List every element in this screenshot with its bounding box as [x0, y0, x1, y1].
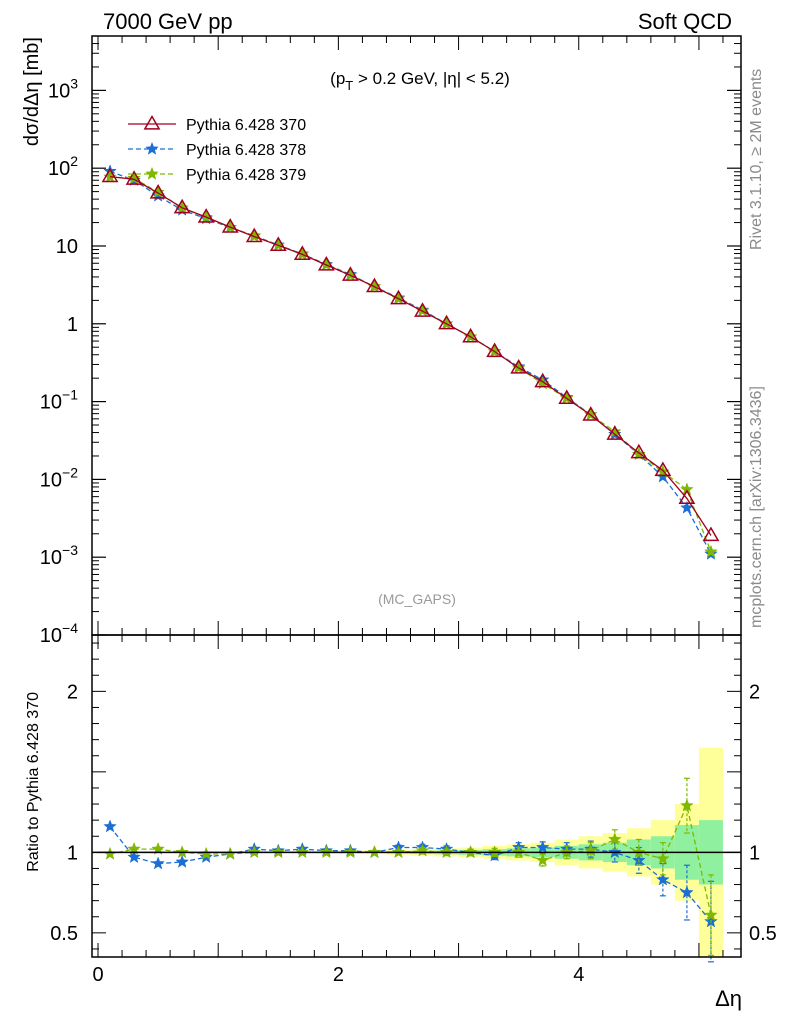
- ratio-ytick-label: 2: [67, 681, 78, 703]
- main-series-point: [462, 327, 480, 343]
- ratio-xlabel: Δη: [715, 986, 742, 1011]
- ratio-ytick-label: 0.5: [50, 923, 78, 945]
- ratio-series-line: [109, 803, 712, 916]
- main-series-point: [702, 526, 720, 542]
- main-series-point: [317, 255, 335, 271]
- main-ytick-label: 10−3: [40, 542, 78, 569]
- ratio-series-point: [175, 854, 189, 868]
- main-ytick-label: 10−2: [40, 464, 78, 491]
- ratio-series-point: [583, 843, 598, 857]
- main-series-point: [704, 544, 718, 558]
- ratio-series-point: [680, 798, 694, 812]
- main-ytick-label: 103: [48, 75, 78, 102]
- ratio-series-point: [656, 872, 670, 886]
- ratio-series-point: [127, 849, 141, 864]
- main-series-point: [269, 236, 287, 251]
- main-series-point: [606, 425, 624, 440]
- ratio-ylabel: Ratio to Pythia 6.428 370: [25, 692, 42, 872]
- main-series-point: [366, 277, 383, 293]
- ratio-series-point: [151, 856, 165, 870]
- main-series-point: [558, 389, 576, 404]
- ratio-frame: [91, 634, 742, 958]
- main-series-point: [293, 245, 311, 261]
- main-series-point: [534, 372, 552, 388]
- main-series-line: [109, 170, 712, 555]
- main-series-point: [341, 266, 359, 281]
- main-series-point: [390, 289, 407, 305]
- legend-marker: [143, 114, 161, 130]
- main-series-point: [438, 314, 455, 330]
- main-series-point: [127, 171, 141, 185]
- legend-label: Pythia 6.428 370: [186, 117, 306, 134]
- mcplots-label: mcplots.cern.ch [arXiv:1306.3436]: [748, 386, 765, 628]
- main-series-point: [149, 183, 167, 199]
- ratio-series-point: [535, 840, 550, 854]
- ratio-series-point: [415, 843, 430, 857]
- ratio-ytick-label-right: 1: [749, 842, 760, 864]
- main-series-point: [101, 167, 119, 183]
- main-series-point: [125, 170, 143, 185]
- analysis-label: (MC_GAPS): [378, 591, 456, 607]
- header-right-label: Soft QCD: [638, 9, 732, 34]
- main-series-point: [221, 218, 239, 233]
- legend-label: Pythia 6.428 379: [186, 167, 306, 184]
- main-ytick-label: 102: [48, 153, 78, 180]
- main-series-point: [197, 208, 215, 223]
- cut-label: (pT > 0.2 GeV, |η| < 5.2): [330, 69, 510, 93]
- ratio-series-point: [103, 819, 117, 833]
- legend-marker: [145, 166, 159, 180]
- main-ytick-label: 10−1: [40, 387, 78, 414]
- ratio-ytick-label-right: 2: [749, 681, 760, 703]
- main-series-point: [678, 489, 696, 505]
- ratio-series-point: [535, 853, 550, 867]
- legend-label: Pythia 6.428 378: [186, 142, 306, 159]
- ratio-series-point: [680, 885, 694, 899]
- main-ytick-label: 1: [67, 314, 78, 336]
- ratio-xtick-label: 2: [333, 964, 344, 986]
- main-ytick-label: 10: [56, 236, 78, 258]
- main-series-point: [414, 302, 431, 317]
- rivet-label: Rivet 3.1.10, ≥ 2M events: [748, 69, 765, 250]
- ratio-series-point: [607, 832, 622, 846]
- main-series-line: [109, 175, 712, 536]
- ratio-series-point: [656, 851, 670, 865]
- main-series-point: [582, 406, 600, 421]
- ratio-series-point: [704, 907, 718, 921]
- ratio-series-point: [103, 846, 117, 860]
- main-series-point: [510, 359, 528, 374]
- main-series-point: [654, 461, 672, 477]
- ratio-xtick-label: 4: [573, 964, 584, 986]
- main-series-point: [173, 198, 191, 214]
- ratio-ytick-label-right: 0.5: [749, 923, 777, 945]
- main-series-line: [109, 176, 712, 553]
- main-ytick-label: 10−4: [40, 620, 78, 647]
- ratio-series-point: [223, 846, 238, 860]
- ratio-xtick-label: 0: [92, 964, 103, 986]
- main-series-point: [486, 342, 504, 358]
- main-ylabel: dσ/dΔη [mb]: [21, 37, 43, 146]
- ratio-ytick-label: 1: [67, 842, 78, 864]
- main-series-point: [630, 443, 648, 459]
- main-series-point: [245, 227, 263, 243]
- legend-marker: [145, 141, 159, 155]
- header-left-label: 7000 GeV pp: [103, 9, 233, 34]
